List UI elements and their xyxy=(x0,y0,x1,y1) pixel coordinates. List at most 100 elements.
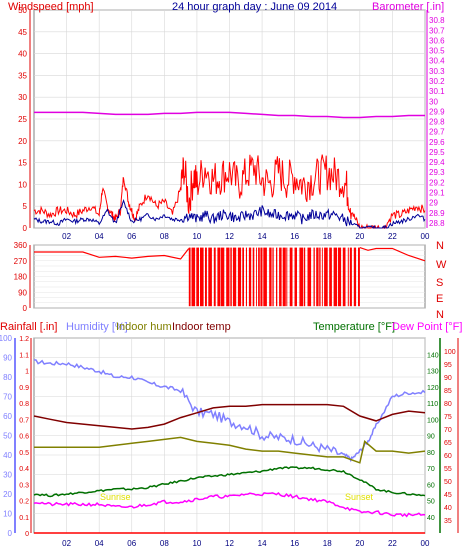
temperature-tick-label: 120 xyxy=(427,385,439,392)
compass-label: S xyxy=(436,277,443,289)
barometer-tick-label: 30.5 xyxy=(429,47,445,56)
time-tick-label: 22 xyxy=(388,539,397,548)
indoor-hum-label: Indoor hum xyxy=(116,321,172,333)
wind-tick-label: 40 xyxy=(18,50,27,59)
wind-tick-label: 15 xyxy=(18,159,27,168)
wind-direction-bar xyxy=(342,247,346,307)
wind-direction-bar xyxy=(313,247,315,307)
wind-direction-bar xyxy=(333,247,337,307)
wind-direction-bar xyxy=(258,247,260,307)
wind-direction-bar xyxy=(252,247,255,307)
series-humidity-1 xyxy=(34,436,426,464)
rain-tick-label: 1 xyxy=(25,369,29,376)
wind-tick-label: 50 xyxy=(18,6,27,15)
time-tick-label: 10 xyxy=(192,232,201,241)
series-temperature-3 xyxy=(33,466,426,498)
wind-direction-line-late xyxy=(359,247,426,262)
series-lines xyxy=(33,111,426,534)
wind-direction-bar xyxy=(358,247,360,307)
indoor-temp-label: Indoor temp xyxy=(172,321,231,333)
barometer-tick-label: 29.4 xyxy=(429,158,445,167)
wind-direction-bar xyxy=(321,247,323,307)
wind-direction-bar xyxy=(226,247,230,307)
wind-direction-bar xyxy=(232,247,237,307)
humidity-tick-label: 100 xyxy=(0,334,13,343)
wind-direction-bar xyxy=(220,247,225,307)
wind-gust-line xyxy=(33,198,426,230)
wind-tick-label: 45 xyxy=(18,28,27,37)
barometer-tick-label: 29.2 xyxy=(429,178,445,187)
barometer-tick-label: 29.3 xyxy=(429,168,445,177)
temperature-tick-label: 100 xyxy=(427,417,439,424)
sunrise-annotation: Sunrise xyxy=(100,492,131,502)
wind-direction-bar xyxy=(272,247,274,307)
wind-direction-bar xyxy=(319,247,321,307)
barometer-line xyxy=(34,111,425,119)
time-tick-label: 04 xyxy=(95,232,104,241)
wind-direction-bar xyxy=(205,247,207,307)
dew-point-tick-label: 60 xyxy=(444,453,452,460)
barometer-tick-label: 29.8 xyxy=(429,118,445,127)
temperature-tick-label: 80 xyxy=(427,450,435,457)
humidity-tick-label: 60 xyxy=(3,412,12,421)
compass-label: E xyxy=(436,293,443,305)
rain-tick-label: 0.8 xyxy=(19,401,29,408)
humidity-tick-label: 20 xyxy=(3,490,12,499)
wind-direction-bar xyxy=(276,247,278,307)
rain-tick-label: 0.3 xyxy=(19,482,29,489)
temperature-tick-label: 90 xyxy=(427,434,435,441)
time-tick-label: 14 xyxy=(258,232,267,241)
temperature-tick-label: 70 xyxy=(427,466,435,473)
wind-direction-bar xyxy=(256,247,257,307)
time-tick-label: 02 xyxy=(62,539,71,548)
direction-tick-label: 270 xyxy=(14,257,28,266)
wind-tick-label: 30 xyxy=(18,93,27,102)
time-tick-label: 10 xyxy=(192,539,201,548)
humidity-label: Humidity [%] xyxy=(66,321,128,333)
barometer-tick-label: 28.8 xyxy=(429,219,445,228)
humidity-tick-label: 50 xyxy=(3,432,12,441)
dew-point-tick-label: 45 xyxy=(444,492,452,499)
barometer-tick-label: 29.9 xyxy=(429,107,445,116)
axes: 0510152025303540455028.828.92929.129.229… xyxy=(0,6,459,548)
wind-direction-bar xyxy=(337,247,342,307)
time-tick-label: 20 xyxy=(355,539,364,548)
barometer-tick-label: 30.1 xyxy=(429,87,445,96)
wind-tick-label: 5 xyxy=(23,202,28,211)
wind-tick-label: 20 xyxy=(18,137,27,146)
direction-tick-label: 360 xyxy=(14,241,28,250)
barometer-tick-label: 29.6 xyxy=(429,138,445,147)
rain-tick-label: 0.6 xyxy=(19,434,29,441)
wind-direction-bar xyxy=(200,247,204,307)
temperature-tick-label: 110 xyxy=(427,401,438,408)
barometer-tick-label: 30.3 xyxy=(429,67,445,76)
wind-tick-label: 25 xyxy=(18,115,27,124)
wind-direction-bar xyxy=(316,247,319,307)
dew-point-tick-label: 85 xyxy=(444,388,452,395)
dew-point-tick-label: 75 xyxy=(444,414,452,421)
time-tick-label: 22 xyxy=(388,232,397,241)
wind-direction-bar xyxy=(188,247,191,307)
wind-direction-bar xyxy=(208,247,212,307)
barometer-tick-label: 29.1 xyxy=(429,189,445,198)
wind-direction-bar xyxy=(237,247,242,307)
dew-point-tick-label: 80 xyxy=(444,401,452,408)
wind-direction-bar xyxy=(324,247,328,307)
time-tick-label: 02 xyxy=(62,232,71,241)
compass-label: N xyxy=(436,309,444,321)
wind-direction-bar xyxy=(191,247,196,307)
humidity-tick-label: 0 xyxy=(8,529,13,538)
wind-direction-bar xyxy=(286,247,288,307)
time-tick-label: 20 xyxy=(355,232,364,241)
dew-point-tick-label: 90 xyxy=(444,375,452,382)
rain-tick-label: 0.5 xyxy=(19,450,29,457)
wind-direction-bar xyxy=(279,247,282,307)
time-tick-label: 16 xyxy=(290,539,299,548)
dew-point-tick-label: 55 xyxy=(444,466,452,473)
rain-tick-label: 1.2 xyxy=(19,336,29,343)
rain-tick-label: 1.1 xyxy=(19,352,29,359)
dew-point-tick-label: 35 xyxy=(444,518,452,525)
barometer-tick-label: 30.2 xyxy=(429,77,445,86)
